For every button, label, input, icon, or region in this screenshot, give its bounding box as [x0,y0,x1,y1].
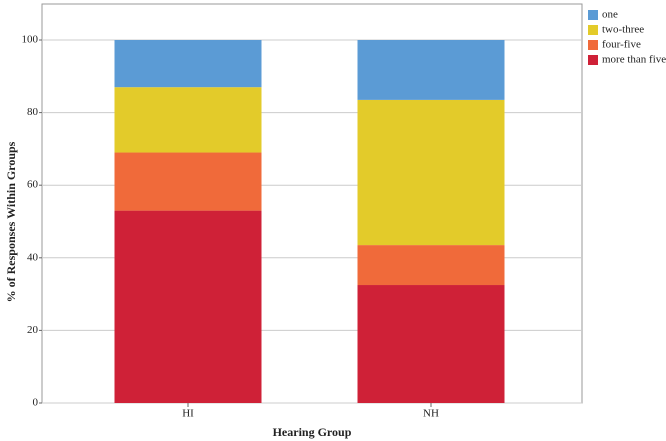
y-tick-label: 100 [22,34,39,46]
bar-segment [114,87,262,153]
bar-segment [357,99,505,246]
legend-swatch [588,10,598,20]
y-tick-label: 40 [27,251,39,263]
legend-label: one [602,9,618,21]
legend-swatch [588,55,598,65]
legend-swatch [588,25,598,35]
x-tick-label: HI [182,408,194,420]
y-tick-label: 80 [27,106,39,118]
legend-label: two-three [602,24,644,36]
legend-swatch [588,40,598,50]
x-axis-title: Hearing Group [273,425,352,439]
bar-segment [114,210,262,403]
bar-segment [357,245,505,286]
x-tick-label: NH [423,408,439,420]
bar-segment [357,285,505,403]
bar-segment [114,40,262,88]
legend-label: more than five [602,54,666,66]
y-tick-label: 60 [27,179,39,191]
legend-label: four-five [602,39,641,51]
y-tick-label: 0 [33,397,39,409]
bar-segment [114,152,262,211]
y-tick-label: 20 [27,324,39,336]
bar-segment [357,40,505,100]
y-axis-title: % of Responses Within Groups [4,141,18,302]
